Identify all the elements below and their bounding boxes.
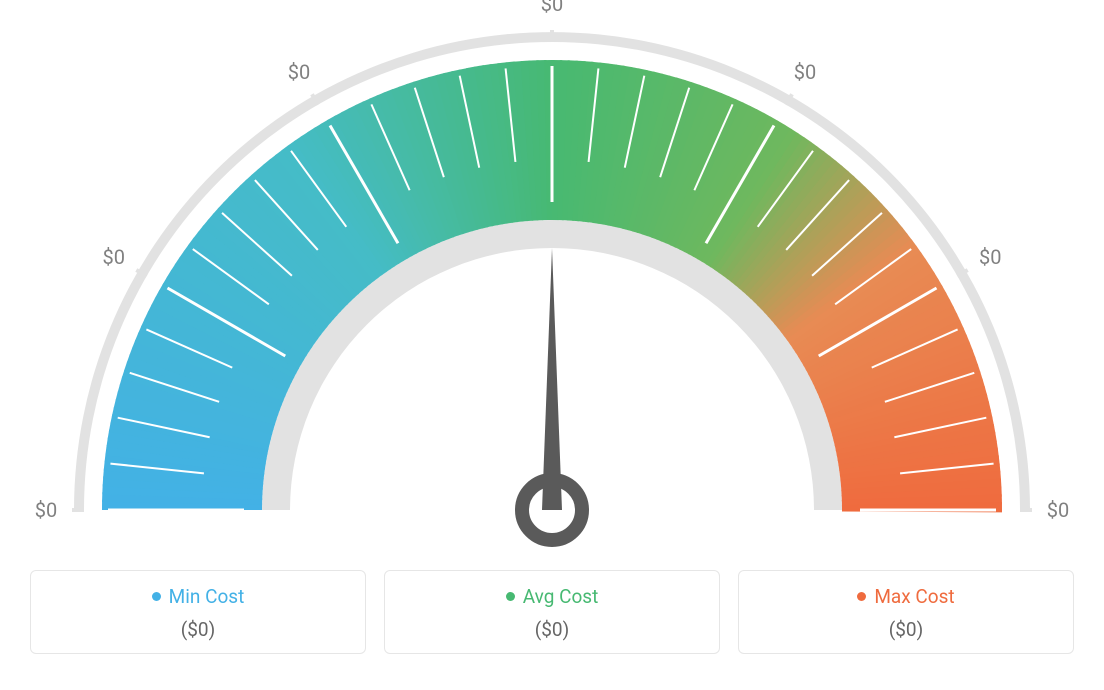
gauge-tick-label: $0 [979, 245, 1001, 269]
gauge-tick-label: $0 [103, 245, 125, 269]
gauge-tick-label: $0 [35, 498, 57, 522]
legend-dot-max [857, 592, 866, 601]
gauge-tick-label: $0 [794, 60, 816, 84]
legend-card-avg: Avg Cost ($0) [384, 570, 720, 654]
legend-label-avg: Avg Cost [523, 585, 599, 608]
legend-card-max: Max Cost ($0) [738, 570, 1074, 654]
gauge-chart: $0 $0 $0 $0 $0 $0 $0 [0, 0, 1104, 555]
legend-value-min: ($0) [41, 618, 355, 641]
legend-value-avg: ($0) [395, 618, 709, 641]
legend-dot-avg [506, 592, 515, 601]
legend-title-max: Max Cost [857, 585, 954, 608]
legend-value-max: ($0) [749, 618, 1063, 641]
legend-label-max: Max Cost [874, 585, 954, 608]
legend-dot-min [152, 592, 161, 601]
gauge-tick-label: $0 [288, 60, 310, 84]
legend-title-min: Min Cost [152, 585, 245, 608]
legend-label-min: Min Cost [169, 585, 245, 608]
gauge-svg [0, 0, 1104, 555]
cost-gauge-container: $0 $0 $0 $0 $0 $0 $0 Min Cost ($0) Avg Cost ($… [0, 0, 1104, 690]
legend-row: Min Cost ($0) Avg Cost ($0) Max Cost ($0… [30, 570, 1074, 654]
legend-card-min: Min Cost ($0) [30, 570, 366, 654]
gauge-tick-label: $0 [541, 0, 563, 16]
legend-title-avg: Avg Cost [506, 585, 599, 608]
gauge-tick-label: $0 [1047, 498, 1069, 522]
